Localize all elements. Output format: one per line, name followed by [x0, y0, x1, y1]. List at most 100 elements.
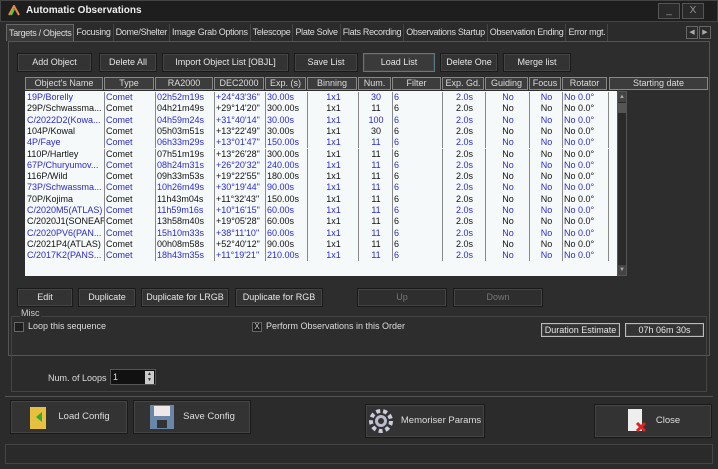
- tab-image-grab-options[interactable]: Image Grab Options: [170, 24, 251, 41]
- table-row[interactable]: C/2022D2(Kowa... Comet 04h59m24s +31°40'14"…: [25, 114, 617, 126]
- tab-observation-ending[interactable]: Observation Ending: [488, 24, 567, 41]
- loops-label: Num. of Loops: [48, 373, 107, 383]
- table-cell: 6: [392, 205, 443, 217]
- perform-order-checkbox[interactable]: X: [252, 322, 262, 332]
- table-cell: 29P/Schwassma...: [25, 103, 105, 115]
- column-header[interactable]: Exp. (s): [265, 77, 306, 90]
- table-cell: +31°40'14": [214, 114, 266, 126]
- column-header[interactable]: Type: [104, 77, 154, 90]
- table-cell: 11: [358, 250, 393, 262]
- tab-targets-objects[interactable]: Targets / Objects: [6, 24, 75, 41]
- delete-all-button[interactable]: Delete All: [99, 53, 157, 72]
- load-config-button[interactable]: Load Config: [10, 400, 128, 434]
- table-cell: No: [529, 182, 563, 194]
- table-row[interactable]: 110P/Hartley Comet 07h51m19s +13°26'28" 300.…: [25, 148, 617, 160]
- tab-scroll-left-icon[interactable]: ◀: [686, 26, 698, 39]
- table-cell: 02h52m19s: [155, 92, 215, 104]
- save-config-button[interactable]: Save Config: [133, 400, 251, 434]
- table-cell: 2.0s: [442, 92, 486, 104]
- column-header[interactable]: Starting date: [609, 77, 708, 90]
- edit-button[interactable]: Edit: [17, 288, 73, 307]
- tab-dome-shelter[interactable]: Dome/Shelter: [114, 24, 170, 41]
- column-header[interactable]: RA2000: [155, 77, 213, 90]
- table-cell: 1x1: [307, 193, 359, 205]
- table-cell: 6: [392, 182, 443, 194]
- table-cell: Comet: [104, 92, 156, 104]
- table-row[interactable]: C/2021P4(ATLAS) Comet 00h08m58s +52°40'12" 9…: [25, 238, 617, 251]
- table-cell: No 0.0°: [562, 92, 609, 104]
- column-header[interactable]: Guiding: [485, 77, 528, 90]
- column-header[interactable]: Binning: [307, 77, 357, 90]
- tab-telescope[interactable]: Telescope: [251, 24, 294, 41]
- delete-one-button[interactable]: Delete One: [440, 53, 498, 72]
- column-header[interactable]: Rotator: [562, 77, 607, 90]
- table-cell: 1x1: [307, 171, 359, 183]
- column-header[interactable]: Object's Name: [25, 77, 103, 90]
- tab-scroll-right-icon[interactable]: ▶: [699, 26, 711, 39]
- column-header[interactable]: Num.: [358, 77, 391, 90]
- table-cell: 1x1: [307, 92, 359, 104]
- table-cell: 180.00s: [265, 171, 308, 183]
- save-list-button[interactable]: Save List: [294, 53, 358, 72]
- column-header[interactable]: Filter: [392, 77, 441, 90]
- table-cell: C/2020PV6(PAN...: [25, 227, 105, 239]
- table-cell: Comet: [104, 103, 156, 115]
- duration-estimate-button[interactable]: Duration Estimate: [541, 323, 620, 337]
- scroll-down-icon[interactable]: ▼: [618, 265, 626, 275]
- scroll-up-icon[interactable]: ▲: [618, 92, 626, 102]
- close-button[interactable]: Close: [594, 404, 712, 438]
- scroll-thumb[interactable]: [618, 103, 626, 113]
- column-header[interactable]: DEC2000: [214, 77, 264, 90]
- table-cell: No: [529, 137, 563, 149]
- down-button[interactable]: Down: [453, 288, 543, 307]
- table-row[interactable]: C/2020M5(ATLAS) Comet 11h59m16s +10°16'15" 6…: [25, 205, 617, 217]
- load-list-button[interactable]: Load List: [363, 53, 435, 72]
- table-row[interactable]: 70P/Kojima Comet 11h43m04s +11°32'43" 150.00…: [25, 193, 617, 205]
- merge-list-button[interactable]: Merge list: [503, 53, 571, 72]
- tab-error-mgt-[interactable]: Error mgt.: [566, 24, 609, 41]
- table-cell: 6: [392, 193, 443, 205]
- table-cell: 2.0s: [442, 137, 486, 149]
- table-row[interactable]: 104P/Kowal Comet 05h03m51s +13°22'49" 30.00s…: [25, 125, 617, 138]
- tab-focusing[interactable]: Focusing: [74, 24, 114, 41]
- table-cell: 11: [358, 171, 393, 183]
- object-table[interactable]: 19P/Borelly Comet 02h52m19s +24°43'36" 30.00…: [25, 91, 617, 276]
- memoriser-params-button[interactable]: Memoriser Params: [365, 404, 485, 438]
- table-cell: +10°16'15": [214, 205, 266, 217]
- close-window-button[interactable]: X: [682, 3, 704, 19]
- table-row[interactable]: 67P/Churyumov... Comet 08h24m31s +26°20'32"…: [25, 159, 617, 172]
- table-row[interactable]: C/2017K2(PANS... Comet 18h43m35s +11°19'21"…: [25, 250, 617, 262]
- table-row[interactable]: 4P/Faye Comet 06h33m29s +13°01'47" 150.00s 1x…: [25, 137, 617, 149]
- table-cell: 300.00s: [265, 103, 308, 115]
- table-scrollbar[interactable]: ▲ ▼: [617, 91, 627, 276]
- table-row[interactable]: 29P/Schwassma... Comet 04h21m49s +29°14'20"…: [25, 103, 617, 115]
- num-loops-input[interactable]: 1: [110, 369, 156, 385]
- tab-plate-solve[interactable]: Plate Solve: [293, 24, 341, 41]
- duplicate-lrgb-button[interactable]: Duplicate for LRGB: [141, 288, 229, 307]
- table-cell: 2.0s: [442, 216, 486, 228]
- tab-observations-startup[interactable]: Observations Startup: [404, 24, 488, 41]
- duplicate-button[interactable]: Duplicate: [78, 288, 136, 307]
- import-object-list-button[interactable]: Import Object List [OBJL]: [162, 53, 289, 72]
- spinner-arrows-icon[interactable]: ▲ ▼: [145, 371, 154, 384]
- loop-checkbox[interactable]: [14, 322, 24, 332]
- tab-flats-recording[interactable]: Flats Recording: [341, 24, 405, 41]
- table-row[interactable]: C/2020J1(SONEAR) Comet 13h58m40s +19°05'28"…: [25, 216, 617, 228]
- app-logo-icon: [8, 5, 20, 16]
- column-header[interactable]: Exp. Gd.: [442, 77, 484, 90]
- table-row[interactable]: 116P/Wild Comet 09h33m53s +19°22'55" 180.00s…: [25, 171, 617, 183]
- column-header[interactable]: Focus: [529, 77, 561, 90]
- table-cell: 116P/Wild: [25, 171, 105, 183]
- table-row[interactable]: C/2020PV6(PAN... Comet 15h10m33s +38°11'10"…: [25, 227, 617, 239]
- minimize-button[interactable]: _: [658, 3, 680, 19]
- table-cell: 30: [358, 92, 393, 104]
- table-row[interactable]: 73P/Schwassma... Comet 10h26m49s +30°19'44"…: [25, 182, 617, 194]
- load-config-label: Load Config: [58, 411, 110, 422]
- duplicate-rgb-button[interactable]: Duplicate for RGB: [235, 288, 323, 307]
- table-cell: Comet: [104, 114, 156, 126]
- add-object-button[interactable]: Add Object: [17, 53, 92, 72]
- table-cell: 104P/Kowal: [25, 125, 105, 138]
- table-cell: 240.00s: [265, 159, 308, 172]
- table-row[interactable]: 19P/Borelly Comet 02h52m19s +24°43'36" 30.00…: [25, 92, 617, 104]
- up-button[interactable]: Up: [357, 288, 447, 307]
